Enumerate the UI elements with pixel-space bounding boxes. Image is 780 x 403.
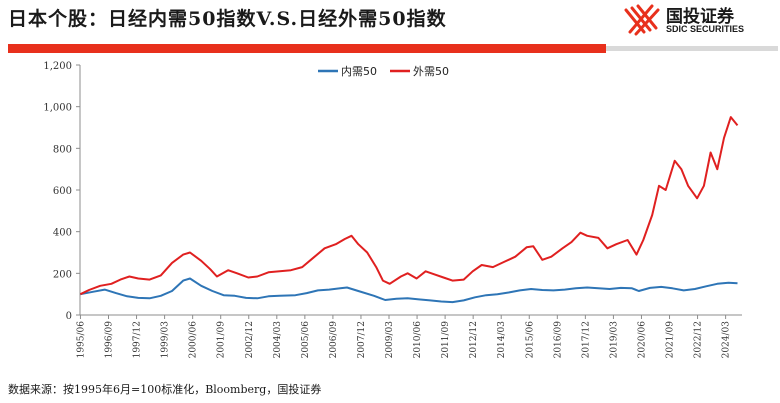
x-tick-label: 2002/12: [245, 321, 255, 358]
y-tick-label: 600: [53, 186, 72, 197]
x-tick-label: 2001/09: [217, 321, 227, 359]
x-tick-label: 2022/12: [694, 321, 704, 358]
line-chart: 0 200 400 600 800 1,000 1,200 1995/06 1996/09 199…: [43, 61, 742, 359]
x-tick-label: 2017/12: [581, 321, 591, 358]
x-tick-label: 1997/12: [133, 321, 143, 358]
y-tick-label: 200: [53, 269, 72, 280]
header-accent-bar: [8, 44, 606, 53]
logo-name: 国投证券: [666, 7, 734, 27]
header-divider: [606, 46, 778, 51]
x-tick-label: 2007/12: [357, 321, 367, 358]
x-tick-label: 2011/09: [441, 321, 451, 359]
y-tick-label: 1,200: [43, 61, 72, 72]
legend-label: 外需50: [413, 65, 449, 78]
sdic-logo-icon: [624, 4, 660, 36]
x-tick-label: 1995/06: [76, 321, 86, 359]
x-tick-label: 2019/03: [609, 321, 619, 359]
brand-logo: 国投证券 SDIC SECURITIES: [622, 2, 778, 40]
page-title: 日本个股：日经内需50指数V.S.日经外需50指数: [8, 8, 447, 30]
x-tick-label: 2021/09: [666, 321, 676, 359]
y-tick-label: 400: [53, 228, 72, 239]
x-tick-label: 2024/03: [722, 321, 732, 359]
x-tick-label: 2005/06: [301, 321, 311, 359]
y-tick-label: 800: [53, 144, 72, 155]
x-tick-label: 2000/06: [189, 321, 199, 359]
legend-label: 内需50: [341, 64, 377, 78]
x-tick-label: 2015/06: [525, 321, 535, 359]
x-tick-label: 1999/03: [161, 321, 171, 359]
x-tick-label: 2010/06: [413, 321, 423, 359]
series-line-external: [79, 116, 739, 296]
y-tick-label: 0: [66, 311, 72, 322]
data-source-note: 数据来源：按1995年6月=100标准化，Bloomberg，国投证券: [8, 383, 322, 396]
x-tick-label: 2016/09: [553, 321, 563, 359]
x-tick-label: 2012/12: [469, 321, 479, 358]
series-line-domestic: [80, 277, 738, 304]
x-tick-label: 2014/03: [497, 321, 507, 359]
x-tick-label: 2009/03: [385, 321, 395, 359]
y-tick-label: 1,000: [43, 103, 72, 114]
logo-english-name: SDIC SECURITIES: [666, 24, 745, 34]
x-tick-label: 2004/03: [273, 321, 283, 359]
x-tick-label: 2006/09: [329, 321, 339, 359]
x-tick-label: 1996/09: [104, 321, 114, 359]
x-tick-label: 2020/06: [637, 321, 647, 359]
